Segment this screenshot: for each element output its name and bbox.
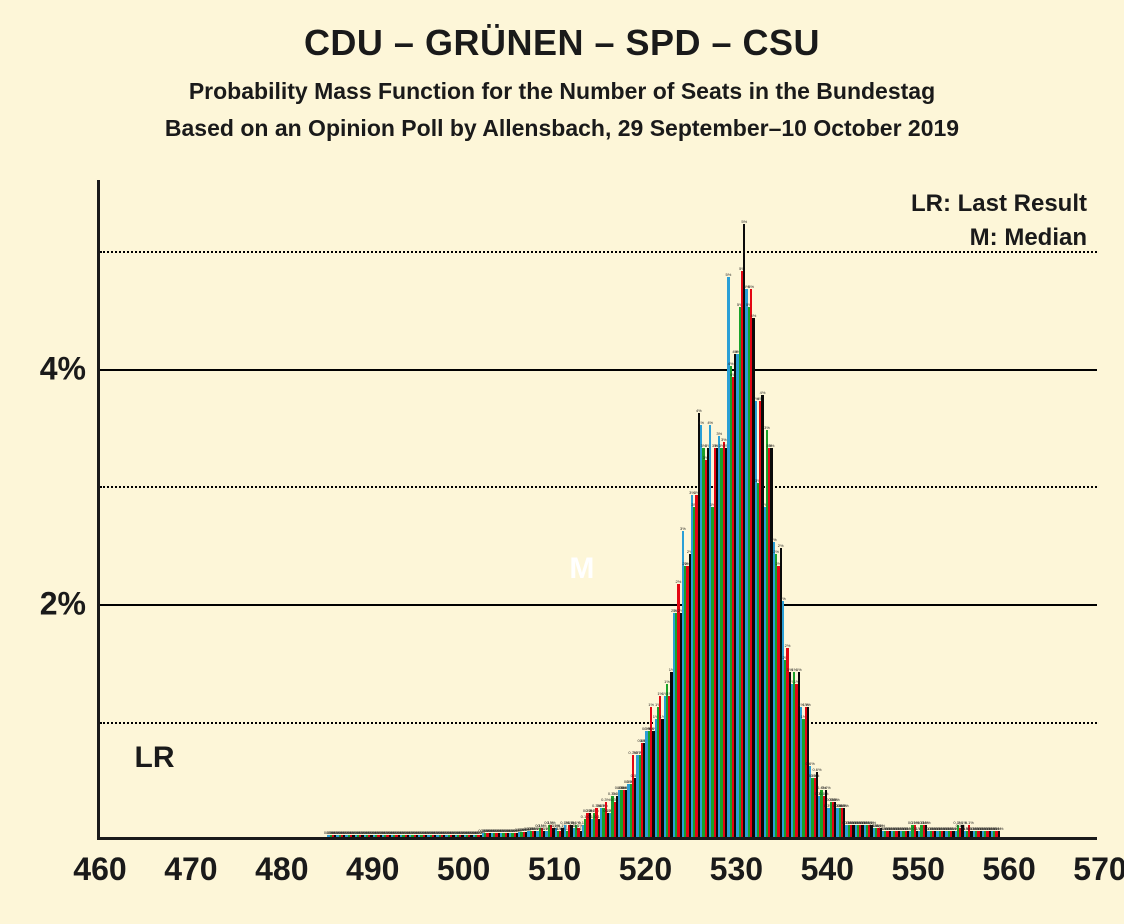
bar-value-label: 1% — [796, 667, 802, 672]
bar-value-label: 2% — [780, 596, 786, 601]
annotation-lr: LR — [135, 741, 175, 775]
bar-value-label: 3% — [716, 431, 722, 436]
x-tick-label: 470 — [164, 837, 217, 888]
bar-value-label: 1% — [805, 702, 811, 707]
titles-block: CDU – GRÜNEN – SPD – CSU Probability Mas… — [0, 22, 1124, 152]
bar-value-label: 0.1% — [922, 820, 931, 825]
y-tick-label: 4% — [40, 350, 100, 387]
bar-value-label: 3% — [769, 443, 775, 448]
x-tick-label: 460 — [73, 837, 126, 888]
bar-value-label: 0.1% — [965, 820, 974, 825]
chart-subtitle-1: Probability Mass Function for the Number… — [0, 78, 1124, 105]
bar-value-label: 4% — [698, 420, 704, 425]
x-tick-label: 510 — [528, 837, 581, 888]
bar-value-label: 3% — [721, 437, 727, 442]
bar-value-label: 5% — [741, 219, 747, 224]
x-tick-label: 490 — [346, 837, 399, 888]
bar-value-label: 0.3% — [601, 797, 610, 802]
bar-value-label: 2% — [676, 579, 682, 584]
bar-value-label: 0.4% — [822, 785, 831, 790]
x-tick-label: 570 — [1073, 837, 1124, 888]
bar-value-label: 0.3% — [840, 803, 849, 808]
bars-container: 0.0%0.0%0.0%0.0%0.0%0.0%0.0%0.0%0.0%0.0%… — [100, 180, 1097, 837]
x-tick-label: 530 — [710, 837, 763, 888]
x-tick-label: 560 — [982, 837, 1035, 888]
chart-subtitle-2: Based on an Opinion Poll by Allensbach, … — [0, 115, 1124, 142]
bar-value-label: 5% — [748, 284, 754, 289]
bar-value-label: 0.1% — [994, 826, 1003, 831]
bar-value-label: 3% — [764, 425, 770, 430]
bar-value-label: 3% — [680, 526, 686, 531]
bar-value-label: 2% — [773, 549, 779, 554]
annotation-m: M — [569, 552, 594, 586]
bar-value-label: 0.6% — [812, 767, 821, 772]
bar-value-label: 3% — [771, 537, 777, 542]
x-tick-label: 500 — [437, 837, 490, 888]
bar-value-label: 0.6% — [806, 761, 815, 766]
legend-median: M: Median — [970, 224, 1087, 252]
bar-value-label: 4% — [707, 420, 713, 425]
plot-area: 0.0%0.0%0.0%0.0%0.0%0.0%0.0%0.0%0.0%0.0%… — [97, 180, 1097, 840]
chart-canvas: CDU – GRÜNEN – SPD – CSU Probability Mas… — [0, 0, 1124, 924]
x-tick-label: 480 — [255, 837, 308, 888]
y-tick-label: 2% — [40, 586, 100, 623]
x-tick-label: 550 — [891, 837, 944, 888]
bar-value-label: 0.3% — [831, 797, 840, 802]
chart-title: CDU – GRÜNEN – SPD – CSU — [0, 22, 1124, 64]
bar-value-label: 1% — [648, 702, 654, 707]
bar-value-label: 4% — [728, 361, 734, 366]
x-tick-label: 520 — [619, 837, 672, 888]
bar-value-label: 4% — [760, 390, 766, 395]
legend-last-result: LR: Last Result — [911, 190, 1087, 218]
bar-value-label: 4% — [751, 313, 757, 318]
bar-value-label: 5% — [726, 272, 732, 277]
bar-value-label: 2% — [778, 543, 784, 548]
bar-value-label: 4% — [696, 408, 702, 413]
x-tick-label: 540 — [801, 837, 854, 888]
bar-value-label: 1% — [664, 679, 670, 684]
bar-value-label: 2% — [785, 643, 791, 648]
